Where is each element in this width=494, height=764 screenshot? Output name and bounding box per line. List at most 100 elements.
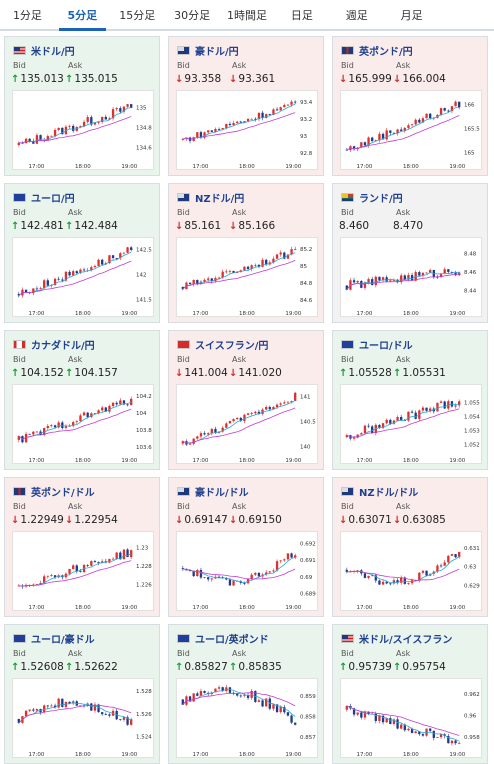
pair-name[interactable]: NZドル/ドル [359, 487, 419, 499]
candle-body [111, 402, 115, 406]
currency-card[interactable]: NZドル/円 Bid Ask ↓85.161 ↓85.166 85.2 85 84.8 84.6… [168, 183, 324, 323]
tab-1[interactable]: 1分足 [12, 8, 42, 22]
trend-up-icon: ↑ [393, 368, 402, 379]
price-chart[interactable]: 1.528 1.526 1.524 17:00 18:00 19:00 [12, 678, 154, 758]
pair-name[interactable]: ユーロ/豪ドル [31, 634, 95, 646]
pair-name[interactable]: スイスフラン/円 [195, 340, 269, 352]
pair-name[interactable]: ユーロ/円 [31, 193, 75, 205]
candle-body [439, 273, 443, 278]
currency-card[interactable]: NZドル/ドル Bid Ask ↓0.63071 ↓0.63085 0.631 0.63 0.… [332, 477, 488, 617]
tab-6[interactable]: 日足 [290, 8, 313, 22]
price-chart[interactable]: 1.055 1.054 1.053 1.052 17:00 18:00 19:00 [340, 384, 482, 464]
chart-svg: 85.2 85 84.8 84.6 17:00 18:00 19:00 [181, 246, 313, 317]
currency-card[interactable]: ユーロ/英ポンド Bid Ask ↑0.85827 ↑0.85835 0.859 0.858… [168, 624, 324, 764]
pair-name[interactable]: 豪ドル/円 [195, 46, 239, 58]
tab-8[interactable]: 月足 [400, 8, 423, 22]
trend-up-icon: ↑ [65, 368, 74, 379]
x-tick-label: 17:00 [357, 458, 373, 464]
candle-body [39, 135, 42, 141]
currency-card[interactable]: 豪ドル/円 Bid Ask ↓93.358 ↓93.361 93.4 93.2 93 92.8 1… [168, 36, 324, 176]
currency-card[interactable]: 英ポンド/円 Bid Ask ↓165.999 ↓166.004 166 165.5 165 1… [332, 36, 488, 176]
currency-card[interactable]: カナダドル/円 Bid Ask ↑104.152 ↑104.157 104.2 104 103… [4, 330, 160, 470]
candle-body [257, 700, 261, 702]
pair-name[interactable]: ランド/円 [359, 193, 403, 205]
candle-body [72, 271, 75, 276]
candle-body [400, 416, 403, 421]
price-chart[interactable]: 1.23 1.228 1.226 17:00 18:00 19:00 [12, 531, 154, 611]
tab-7[interactable]: 週足 [345, 8, 368, 22]
y-tick-label: 1.226 [136, 583, 152, 589]
candle-body [345, 149, 348, 151]
tab-2[interactable]: 5分足 [55, 0, 110, 31]
price-chart[interactable]: 0.962 0.96 0.958 17:00 18:00 19:00 [340, 678, 482, 758]
pair-name[interactable]: 英ポンド/円 [359, 46, 413, 58]
candle-body [403, 275, 406, 280]
price-chart[interactable]: 0.859 0.858 0.857 17:00 18:00 19:00 [176, 678, 318, 758]
bid-label: Bid [13, 355, 26, 364]
currency-card[interactable]: ユーロ/豪ドル Bid Ask ↑1.52608 ↑1.52622 1.528 1.526 1… [4, 624, 160, 764]
bid-value: ↓141.004 [175, 367, 228, 379]
currency-card[interactable]: 米ドル/円 Bid Ask ↑135.013 ↑135.015 135 134.8 134.6… [4, 36, 160, 176]
currency-card[interactable]: 豪ドル/ドル Bid Ask ↓0.69147 ↓0.69150 0.692 0.691 0.… [168, 477, 324, 617]
pair-name[interactable]: 米ドル/円 [31, 46, 75, 58]
pair-name[interactable]: カナダドル/円 [31, 340, 95, 352]
currency-card[interactable]: ユーロ/円 Bid Ask ↑142.481 ↑142.484 142.5 142 141.5… [4, 183, 160, 323]
y-tick-label: 1.054 [464, 415, 480, 421]
currency-card[interactable]: スイスフラン/円 Bid Ask ↓141.004 ↓141.020 141 140.5 14… [168, 330, 324, 470]
candle-body [290, 401, 293, 402]
candle-body [286, 401, 290, 403]
candle-body [447, 555, 450, 563]
pair-name[interactable]: ユーロ/英ポンド [195, 634, 269, 646]
candle-body [122, 252, 126, 254]
price-chart[interactable]: 8.48 8.46 8.44 17:00 18:00 19:00 [340, 237, 482, 317]
bid-value: 8.460 [339, 220, 369, 232]
candle-body [243, 414, 246, 421]
tab-4[interactable]: 30分足 [174, 8, 211, 22]
candle-body [367, 279, 370, 283]
ask-value: ↓85.166 [229, 220, 275, 232]
currency-card[interactable]: ユーロ/ドル Bid Ask ↑1.05528 ↑1.05531 1.055 1.054 1.… [332, 330, 488, 470]
price-chart[interactable]: 142.5 142 141.5 17:00 18:00 19:00 [12, 237, 154, 317]
candle-body [246, 694, 250, 698]
candle-body [246, 118, 250, 122]
price-chart[interactable]: 104.2 104 103.8 103.6 17:00 18:00 19:00 [12, 384, 154, 464]
ma-long-line [346, 568, 460, 581]
candle-body [86, 117, 89, 122]
currency-card[interactable]: ランド/円 Bid Ask 8.460 8.470 8.48 8.46 8.44 17:00 18… [332, 183, 488, 323]
candle-body [257, 264, 261, 267]
candle-body [196, 436, 199, 439]
price-chart[interactable]: 166 165.5 165 17:00 18:00 19:00 [340, 90, 482, 170]
price-chart[interactable]: 135 134.8 134.6 17:00 18:00 19:00 [12, 90, 154, 170]
y-tick-label: 0.858 [300, 715, 316, 721]
ma-long-line [182, 692, 296, 707]
candle-body [82, 269, 86, 271]
tab-5[interactable]: 1時間足 [227, 8, 267, 22]
price-chart[interactable]: 141 140.5 140 17:00 18:00 19:00 [176, 384, 318, 464]
pair-name[interactable]: ユーロ/ドル [359, 340, 413, 352]
ma-long-line [346, 705, 460, 736]
candle-body [246, 413, 250, 415]
tab-3[interactable]: 15分足 [119, 8, 156, 22]
pair-name[interactable]: 米ドル/スイスフラン [359, 634, 453, 646]
bid-label: Bid [177, 208, 190, 217]
candle-body [243, 121, 246, 123]
candle-body [458, 101, 461, 108]
candle-body [378, 133, 381, 141]
price-chart[interactable]: 0.692 0.691 0.69 0.689 17:00 18:00 19:00 [176, 531, 318, 611]
price-chart[interactable]: 0.631 0.63 0.629 17:00 18:00 19:00 [340, 531, 482, 611]
currency-card[interactable]: 英ポンド/ドル Bid Ask ↓1.22949 ↓1.22954 1.23 1.228 1.… [4, 477, 160, 617]
candle-body [275, 404, 279, 408]
ma-short-line [182, 688, 296, 717]
x-tick-label: 17:00 [193, 458, 209, 464]
pair-name[interactable]: NZドル/円 [195, 193, 245, 205]
candle-body [286, 254, 290, 259]
currency-card[interactable]: 米ドル/スイスフラン Bid Ask ↑0.95739 ↑0.95754 0.962 0.9… [332, 624, 488, 764]
candle-body [392, 420, 396, 424]
price-chart[interactable]: 93.4 93.2 93 92.8 17:00 18:00 19:00 [176, 90, 318, 170]
pair-name[interactable]: 豪ドル/ドル [195, 487, 249, 499]
price-chart[interactable]: 85.2 85 84.8 84.6 17:00 18:00 19:00 [176, 237, 318, 317]
pair-name[interactable]: 英ポンド/ドル [31, 487, 95, 499]
candle-body [283, 402, 286, 404]
y-tick-label: 142.5 [136, 248, 152, 254]
candle-body [228, 579, 232, 586]
